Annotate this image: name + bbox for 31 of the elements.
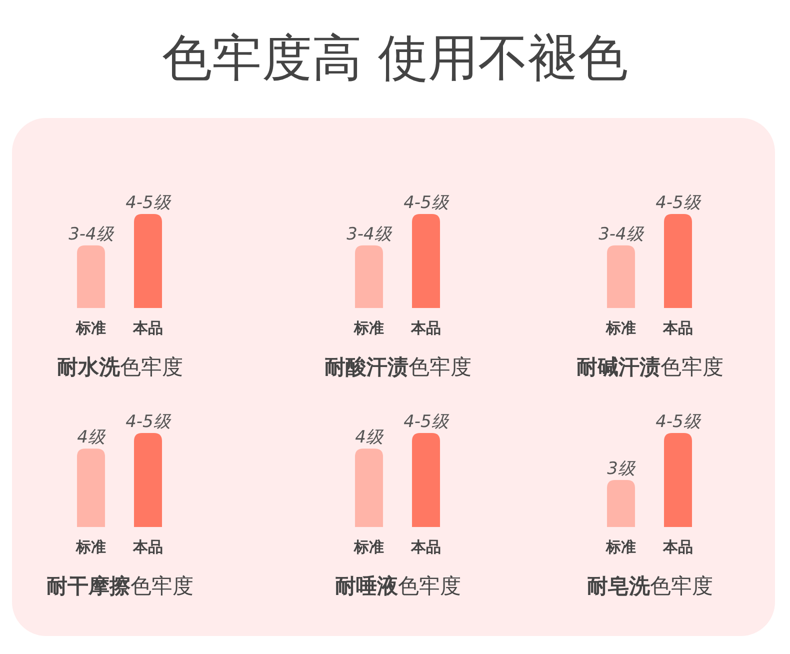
x-tick-label: 标准: [605, 319, 636, 337]
data-label: 4-5级: [656, 412, 702, 432]
x-tick-label: 标准: [605, 538, 636, 556]
data-label: 3-4级: [346, 224, 392, 244]
data-label: 4-5级: [656, 193, 702, 213]
data-label: 4-5级: [404, 412, 450, 432]
x-tick-label: 标准: [353, 319, 384, 337]
text: 耐皂洗色牢度: [587, 574, 713, 598]
x-tick-label: 标准: [75, 319, 106, 337]
text: 耐酸汗渍色牢度: [324, 355, 472, 379]
x-tick-label: 本品: [132, 538, 163, 556]
data-label: 4级: [77, 428, 106, 448]
x-tick-label: 本品: [662, 319, 693, 337]
x-tick-label: 本品: [410, 319, 441, 337]
x-tick-label: 标准: [75, 538, 106, 556]
data-label: 3-4级: [598, 224, 644, 244]
data-label: 4-5级: [126, 412, 172, 432]
data-label: 3级: [607, 459, 636, 479]
x-tick-label: 标准: [353, 538, 384, 556]
data-label: 3-4级: [68, 224, 114, 244]
x-tick-label: 本品: [132, 319, 163, 337]
text: 耐干摩擦色牢度: [46, 574, 194, 598]
data-label: 4级: [355, 428, 384, 448]
text: 耐水洗色牢度: [57, 355, 183, 379]
x-tick-label: 本品: [662, 538, 693, 556]
data-label: 4-5级: [404, 193, 450, 213]
text: 耐唾液色牢度: [335, 574, 461, 598]
text: 耐碱汗渍色牢度: [576, 355, 724, 379]
data-label: 4-5级: [126, 193, 172, 213]
x-tick-label: 本品: [410, 538, 441, 556]
text: 色牢度高 使用不褪色: [162, 29, 628, 87]
